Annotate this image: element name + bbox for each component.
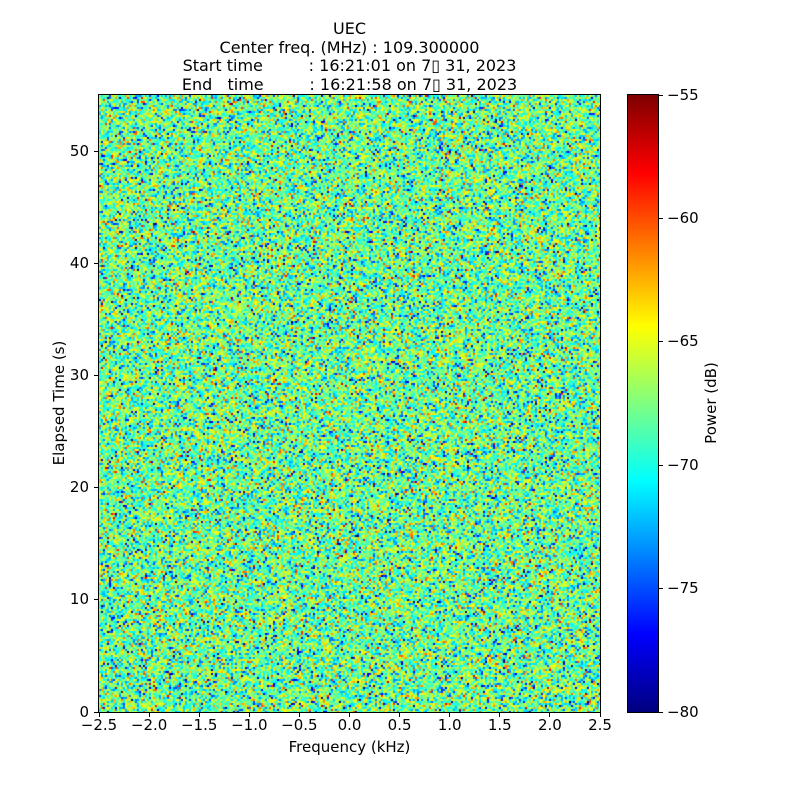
y-tick-label: 40 xyxy=(69,253,89,272)
colorbar-tick-label: −80 xyxy=(667,702,699,721)
colorbar-tick-mark xyxy=(659,588,663,590)
y-tick-mark xyxy=(94,262,98,264)
x-tick-label: −1.0 xyxy=(231,716,268,734)
y-tick-label: 10 xyxy=(69,590,89,609)
chart-title-block: UEC Center freq. (MHz) : 109.300000 Start … xyxy=(99,19,600,94)
colorbar-tick-label: −65 xyxy=(667,332,699,351)
x-tick-mark xyxy=(148,713,150,717)
x-tick-mark xyxy=(98,713,100,717)
colorbar-tick-label: −60 xyxy=(667,208,699,227)
x-tick-mark xyxy=(349,713,350,717)
colorbar-tick-mark xyxy=(659,94,663,96)
y-tick-label: 20 xyxy=(69,478,89,497)
colorbar-tick-mark xyxy=(659,341,663,343)
y-tick-label: 30 xyxy=(69,365,89,384)
spectrogram-canvas xyxy=(99,95,600,712)
x-tick-label: −0.5 xyxy=(281,716,318,734)
x-tick-label: 1.0 xyxy=(437,716,462,734)
x-tick-mark xyxy=(499,713,501,717)
x-tick-mark xyxy=(399,713,401,717)
x-tick-label: 0.5 xyxy=(387,716,412,734)
y-axis-label: Elapsed Time (s) xyxy=(50,340,68,466)
x-tick-mark xyxy=(298,713,300,717)
y-tick-mark xyxy=(94,599,98,601)
chart-title: UEC xyxy=(333,19,366,38)
colorbar-gradient-canvas xyxy=(628,95,658,712)
x-tick-label: 1.5 xyxy=(487,716,512,734)
x-tick-label: 2.0 xyxy=(537,716,562,734)
x-tick-label: 0.0 xyxy=(337,716,362,734)
y-tick-mark xyxy=(94,150,98,152)
colorbar-frame xyxy=(627,94,659,713)
chart-subtitle-line: End time : 16:21:58 on 7▯ 31, 2023 xyxy=(181,74,518,94)
colorbar-tick-label: −70 xyxy=(667,455,699,474)
y-tick-mark xyxy=(94,487,98,489)
x-tick-label: −2.0 xyxy=(130,716,168,734)
heatmap-plot-frame xyxy=(98,94,601,713)
x-tick-mark xyxy=(449,713,451,717)
x-axis-label: Frequency (kHz) xyxy=(288,738,411,756)
x-tick-mark xyxy=(198,713,200,717)
colorbar-tick-label: −75 xyxy=(667,579,699,598)
colorbar-tick-mark xyxy=(659,464,663,466)
x-tick-label: −2.5 xyxy=(80,716,118,734)
colorbar-tick-mark xyxy=(659,217,663,219)
chart-subtitle-line: Start time : 16:21:01 on 7▯ 31, 2023 xyxy=(182,56,517,76)
colorbar-tick-label: −55 xyxy=(667,85,699,104)
x-tick-label: −1.5 xyxy=(180,716,218,734)
colorbar-label: Power (dB) xyxy=(702,362,720,444)
y-tick-mark xyxy=(94,711,98,713)
chart-subtitle-line: Center freq. (MHz) : 109.300000 xyxy=(219,37,480,57)
x-tick-mark xyxy=(248,713,250,717)
y-tick-mark xyxy=(94,374,98,376)
y-tick-label: 50 xyxy=(69,141,89,160)
y-tick-label: 0 xyxy=(79,702,89,721)
x-tick-mark xyxy=(549,713,551,717)
colorbar-tick-mark xyxy=(659,711,663,713)
x-tick-mark xyxy=(599,713,601,717)
x-tick-label: 2.5 xyxy=(588,716,612,734)
